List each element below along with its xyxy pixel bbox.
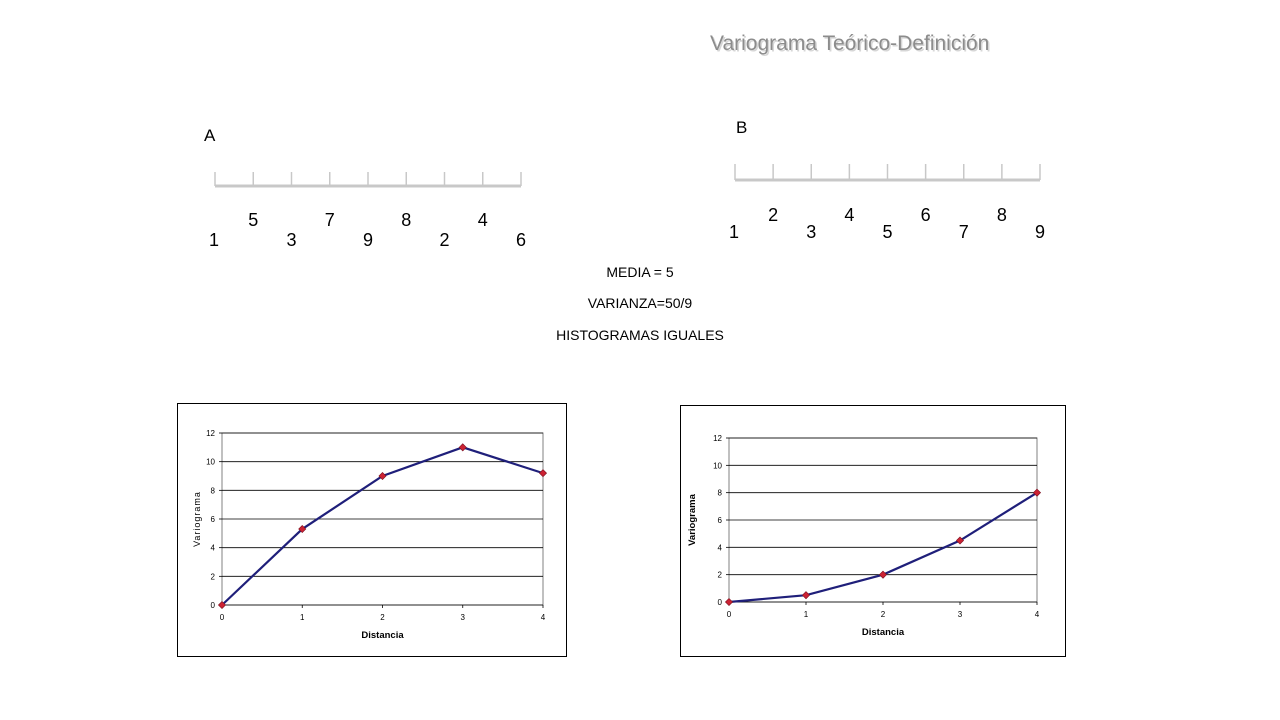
panel-b-label: B xyxy=(736,118,748,137)
x-axis-label: Distancia xyxy=(862,627,905,638)
variogram-chart-a: 0 2 4 6 8 10 12 0 1 2 3 4 Distancia Variograma xyxy=(177,403,567,657)
sequence-value: 8 xyxy=(401,210,412,230)
y-tick-label: 4 xyxy=(718,543,723,552)
y-tick-label: 10 xyxy=(713,461,722,470)
sequence-value: 7 xyxy=(324,210,335,230)
x-tick-label: 0 xyxy=(220,613,225,622)
data-point xyxy=(801,591,811,600)
sequence-value: 9 xyxy=(1034,222,1046,242)
x-tick-label: 3 xyxy=(958,610,963,619)
histogramas-text: HISTOGRAMAS IGUALES xyxy=(556,327,724,343)
data-point xyxy=(878,570,888,579)
y-tick-label: 6 xyxy=(211,515,216,524)
slide-title: Variograma Teórico-Definición xyxy=(710,32,990,55)
x-tick-label: 4 xyxy=(541,613,546,622)
sequence-value: 1 xyxy=(208,230,220,250)
y-tick-label: 2 xyxy=(718,571,723,580)
data-point xyxy=(298,525,307,534)
sequence-value: 6 xyxy=(920,205,931,225)
y-axis-label: Variograma xyxy=(687,493,698,545)
varianza-text: VARIANZA=50/9 xyxy=(587,295,693,311)
sequence-value: 5 xyxy=(882,222,893,242)
y-tick-label: 0 xyxy=(211,601,216,610)
data-point xyxy=(538,469,548,478)
x-tick-label: 0 xyxy=(727,610,732,619)
sequence-value: 6 xyxy=(515,230,527,250)
sequence-value: 2 xyxy=(768,205,779,225)
sequence-value: 4 xyxy=(477,210,488,230)
x-tick-label: 3 xyxy=(461,613,466,622)
y-tick-label: 8 xyxy=(211,486,216,495)
x-tick-label: 1 xyxy=(300,613,305,622)
sequence-value: 5 xyxy=(248,210,259,230)
data-point xyxy=(378,471,387,481)
y-tick-label: 12 xyxy=(206,429,215,438)
data-point xyxy=(955,536,965,545)
sequence-value: 3 xyxy=(286,230,297,250)
variogram-chart-b: 0 2 4 6 8 10 12 0 1 2 3 4 Distancia Variograma xyxy=(680,405,1066,657)
variogram-line xyxy=(221,446,544,606)
y-axis-label: Variograma xyxy=(192,491,202,547)
y-tick-label: 6 xyxy=(718,516,723,525)
y-tick-label: 2 xyxy=(211,572,216,581)
y-tick-label: 8 xyxy=(718,489,723,498)
y-tick-label: 12 xyxy=(713,434,722,443)
data-point xyxy=(458,443,467,452)
data-point xyxy=(217,600,227,610)
sequence-value: 1 xyxy=(728,222,740,242)
data-point xyxy=(1032,488,1042,497)
panel-a-label: A xyxy=(204,126,216,145)
x-tick-label: 4 xyxy=(1035,610,1040,619)
x-axis-label: Distancia xyxy=(361,630,404,641)
x-tick-label: 2 xyxy=(380,613,385,622)
x-tick-label: 2 xyxy=(881,610,886,619)
sequence-value: 8 xyxy=(996,205,1007,225)
sequence-value: 9 xyxy=(362,230,374,250)
y-tick-label: 0 xyxy=(718,598,723,607)
y-tick-label: 10 xyxy=(206,458,215,467)
data-point xyxy=(724,597,734,607)
sequence-value: 3 xyxy=(806,222,817,242)
x-tick-label: 1 xyxy=(804,610,809,619)
sequence-value: 2 xyxy=(439,230,450,250)
media-text: MEDIA = 5 xyxy=(606,264,674,280)
y-tick-label: 4 xyxy=(211,544,216,553)
sequence-value: 4 xyxy=(844,205,855,225)
sequence-value: 7 xyxy=(958,222,969,242)
